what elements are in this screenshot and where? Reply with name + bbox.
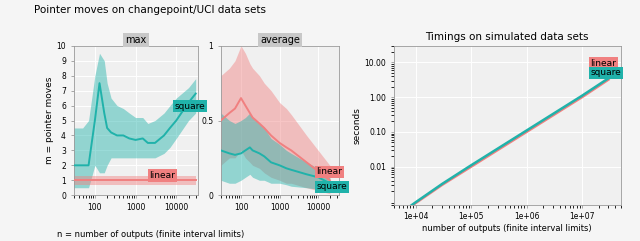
Title: Timings on simulated data sets: Timings on simulated data sets <box>426 32 589 42</box>
Title: max: max <box>125 35 147 45</box>
Y-axis label: m = pointer moves: m = pointer moves <box>45 77 54 164</box>
Text: square: square <box>316 182 347 191</box>
Text: n = number of outputs (finite interval limits): n = number of outputs (finite interval l… <box>57 230 244 239</box>
Text: Pointer moves on changepoint/UCI data sets: Pointer moves on changepoint/UCI data se… <box>35 5 266 15</box>
Text: square: square <box>590 68 621 78</box>
Y-axis label: seconds: seconds <box>353 107 362 144</box>
Text: linear: linear <box>590 59 616 68</box>
Title: average: average <box>260 35 300 45</box>
X-axis label: number of outputs (finite interval limits): number of outputs (finite interval limit… <box>422 224 592 233</box>
Text: linear: linear <box>316 167 342 176</box>
Text: square: square <box>174 101 205 111</box>
Text: linear: linear <box>150 171 175 180</box>
